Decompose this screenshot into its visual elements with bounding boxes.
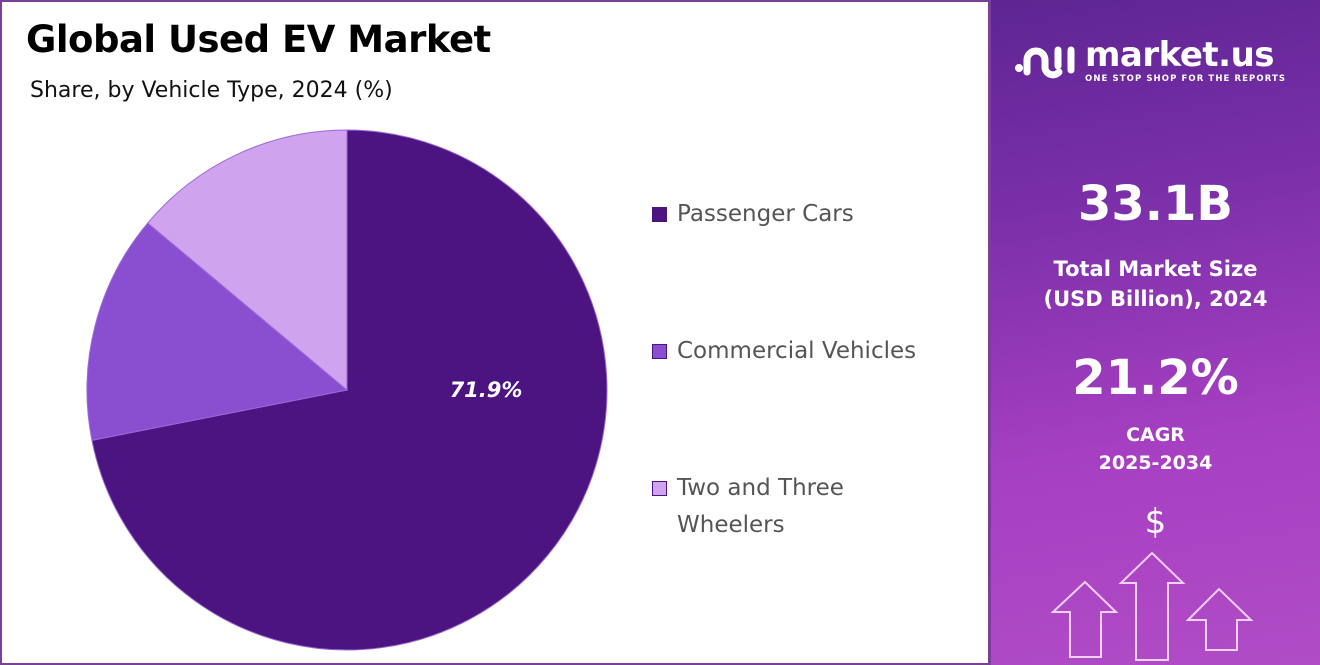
cagr-label: CAGR [1126, 424, 1185, 446]
data-label-passenger-cars: 71.9% [450, 378, 523, 402]
cagr-value: 21.2% [1072, 350, 1239, 406]
legend-swatch [652, 481, 667, 496]
market-size-value: 33.1B [1077, 176, 1233, 232]
legend-item-two-three-wheelers: Two and Three Wheelers [652, 470, 844, 544]
brand-tagline: ONE STOP SHOP FOR THE REPORTS [1085, 74, 1287, 84]
growth-arrows [1050, 551, 1254, 661]
brand-logo: market.us ONE STOP SHOP FOR THE REPORTS [1013, 38, 1286, 84]
market-us-logo-icon [1015, 46, 1075, 79]
arrow-up-icon [1118, 551, 1186, 661]
cagr-period: 2025-2034 [1098, 452, 1213, 474]
arrow-up-icon [1185, 587, 1254, 651]
market-size-label-2: (USD Billion), 2024 [1043, 287, 1268, 311]
pie-slice-two-and-three-wheelers [147, 129, 348, 392]
legend-label: Passenger Cars [677, 201, 854, 227]
dollar-icon: $ [1144, 502, 1167, 542]
pie-chart: 71.9% [86, 129, 608, 651]
summary-panel: market.us ONE STOP SHOP FOR THE REPORTS … [988, 0, 1320, 665]
legend-label: Commercial Vehicles [677, 338, 917, 364]
legend-item-passenger-cars: Passenger Cars [652, 196, 854, 233]
legend-item-commercial-vehicles: Commercial Vehicles [652, 333, 916, 370]
legend-label: Two and Three Wheelers [677, 475, 844, 538]
market-size-label: Total Market Size [1053, 257, 1258, 281]
pie-slice-passenger-cars [91, 129, 608, 651]
chart-subtitle: Share, by Vehicle Type, 2024 (%) [30, 78, 393, 103]
arrow-up-icon [1050, 580, 1119, 658]
chart-title: Global Used EV Market [26, 18, 491, 61]
pie-slice-commercial-vehicles [86, 222, 349, 441]
legend-swatch [652, 207, 667, 222]
brand-name: market.us [1085, 35, 1275, 75]
legend-swatch [652, 344, 667, 359]
